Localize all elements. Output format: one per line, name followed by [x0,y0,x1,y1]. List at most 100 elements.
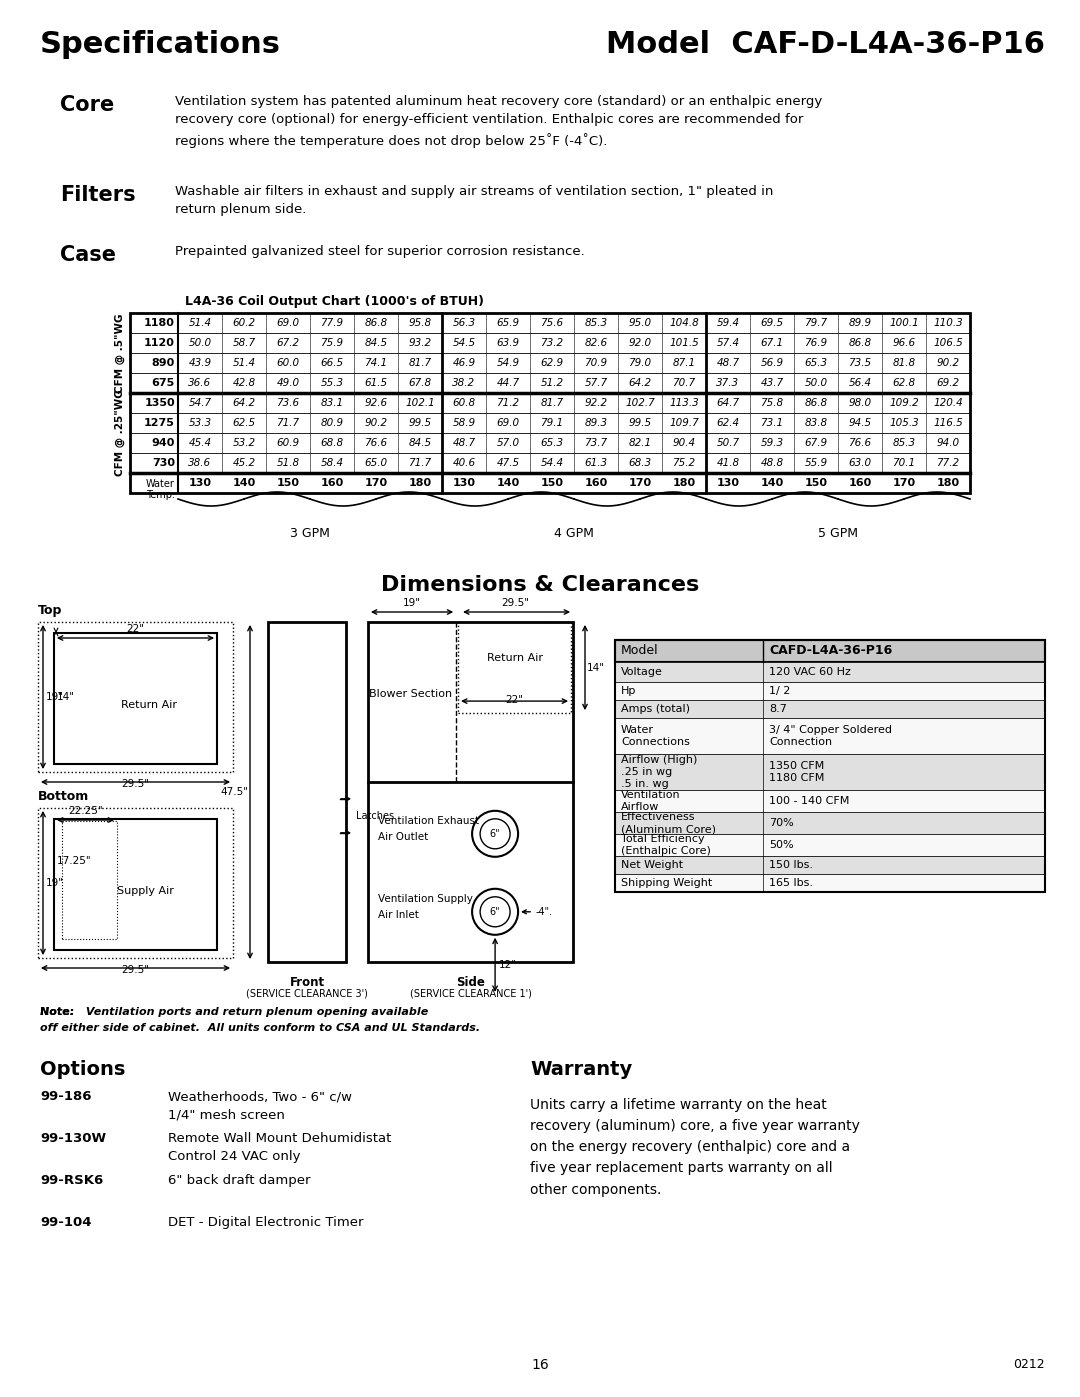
Text: 86.8: 86.8 [849,338,872,348]
Text: 79.1: 79.1 [540,418,564,427]
Text: 58.9: 58.9 [453,418,475,427]
Text: Ventilation system has patented aluminum heat recovery core (standard) or an ent: Ventilation system has patented aluminum… [175,95,822,148]
Text: 130: 130 [453,478,475,488]
Bar [38,622,233,773]
Text: 3 GPM: 3 GPM [291,527,329,541]
Text: 75.9: 75.9 [321,338,343,348]
Text: 1/ 2: 1/ 2 [769,686,791,696]
Text: 94.5: 94.5 [849,418,872,427]
Text: 65.3: 65.3 [540,439,564,448]
Text: Shipping Weight: Shipping Weight [621,877,712,888]
Text: 19": 19" [403,598,421,608]
Text: 74.1: 74.1 [364,358,388,367]
Text: 140: 140 [497,478,519,488]
Text: Effectiveness
(Aluminum Core): Effectiveness (Aluminum Core) [621,812,716,834]
Text: 84.5: 84.5 [408,439,432,448]
Text: Water
Connections: Water Connections [621,725,690,747]
Text: 940: 940 [151,439,175,448]
Bar [615,640,1045,893]
Text: 140: 140 [760,478,784,488]
Text: 62.8: 62.8 [892,379,916,388]
Text: 54.7: 54.7 [188,398,212,408]
Text: 64.2: 64.2 [629,379,651,388]
Circle shape [481,819,510,849]
Text: 85.3: 85.3 [584,319,608,328]
Text: 1350: 1350 [145,398,175,408]
Circle shape [472,888,518,935]
Text: 109.2: 109.2 [889,398,919,408]
Text: 40.6: 40.6 [453,458,475,468]
Text: 1275: 1275 [144,418,175,427]
Text: 1120: 1120 [144,338,175,348]
Text: 65.9: 65.9 [497,319,519,328]
Text: 48.7: 48.7 [716,358,740,367]
Text: Front: Front [289,977,325,989]
Text: 51.4: 51.4 [188,319,212,328]
Text: 64.2: 64.2 [232,398,256,408]
Text: Side: Side [456,977,485,989]
Text: 140: 140 [232,478,256,488]
Text: 62.5: 62.5 [232,418,256,427]
Text: 50.0: 50.0 [805,379,827,388]
Text: Ventilation
Airflow: Ventilation Airflow [621,789,680,812]
Text: Model: Model [621,644,659,658]
Text: 17.25": 17.25" [57,855,92,866]
Bar [368,622,573,963]
Text: Specifications: Specifications [40,29,281,59]
Text: 60.0: 60.0 [276,358,299,367]
Text: 675: 675 [152,379,175,388]
Text: 55.9: 55.9 [805,458,827,468]
Text: Model  CAF-D-L4A-36-P16: Model CAF-D-L4A-36-P16 [606,29,1045,59]
Text: 150: 150 [805,478,827,488]
Text: 90.4: 90.4 [673,439,696,448]
Text: 170: 170 [364,478,388,488]
Bar [615,700,1045,718]
Text: 102.7: 102.7 [625,398,654,408]
Text: 71.7: 71.7 [276,418,299,427]
Text: 92.0: 92.0 [629,338,651,348]
Text: Air Outlet: Air Outlet [378,831,429,842]
Text: Note:   Ventilation ports and return plenum opening available: Note: Ventilation ports and return plenu… [40,1007,429,1017]
Text: Latches: Latches [356,810,394,821]
Text: Core: Core [60,95,114,115]
Text: 60.8: 60.8 [453,398,475,408]
Text: 90.2: 90.2 [364,418,388,427]
Text: 93.2: 93.2 [408,338,432,348]
Text: 730: 730 [152,458,175,468]
Text: 19": 19" [46,692,64,703]
Text: 81.7: 81.7 [540,398,564,408]
Text: 116.5: 116.5 [933,418,963,427]
Text: Ventilation Supply: Ventilation Supply [378,894,473,904]
Text: 14": 14" [588,662,605,672]
Text: 85.3: 85.3 [892,439,916,448]
Text: 22": 22" [126,624,145,634]
Text: 180: 180 [408,478,432,488]
Text: (SERVICE CLEARANCE 3'): (SERVICE CLEARANCE 3') [246,989,368,999]
Text: 100 - 140 CFM: 100 - 140 CFM [769,796,849,806]
Text: 45.4: 45.4 [188,439,212,448]
Text: 8.7: 8.7 [769,704,787,714]
Bar [38,807,233,958]
Text: 95.8: 95.8 [408,319,432,328]
Text: 73.2: 73.2 [540,338,564,348]
Text: Options: Options [40,1060,125,1078]
Text: 41.8: 41.8 [716,458,740,468]
Text: Units carry a lifetime warranty on the heat
recovery (aluminum) core, a five yea: Units carry a lifetime warranty on the h… [530,1098,860,1197]
Text: 5 GPM: 5 GPM [818,527,858,541]
Text: 95.0: 95.0 [629,319,651,328]
Text: 43.7: 43.7 [760,379,784,388]
Bar [130,313,970,493]
Text: 44.7: 44.7 [497,379,519,388]
Text: 150 lbs.: 150 lbs. [769,861,813,870]
Text: 48.7: 48.7 [453,439,475,448]
Text: Washable air filters in exhaust and supply air streams of ventilation section, 1: Washable air filters in exhaust and supp… [175,184,773,217]
Text: 170: 170 [892,478,916,488]
Text: 73.5: 73.5 [849,358,872,367]
Text: -4".: -4". [535,907,552,916]
Text: 50.7: 50.7 [716,439,740,448]
Text: 69.0: 69.0 [497,418,519,427]
Text: 160: 160 [849,478,872,488]
Text: CFM @ .5"WG: CFM @ .5"WG [114,313,125,393]
Text: DET - Digital Electronic Timer: DET - Digital Electronic Timer [168,1215,364,1229]
Text: 70%: 70% [769,819,794,828]
